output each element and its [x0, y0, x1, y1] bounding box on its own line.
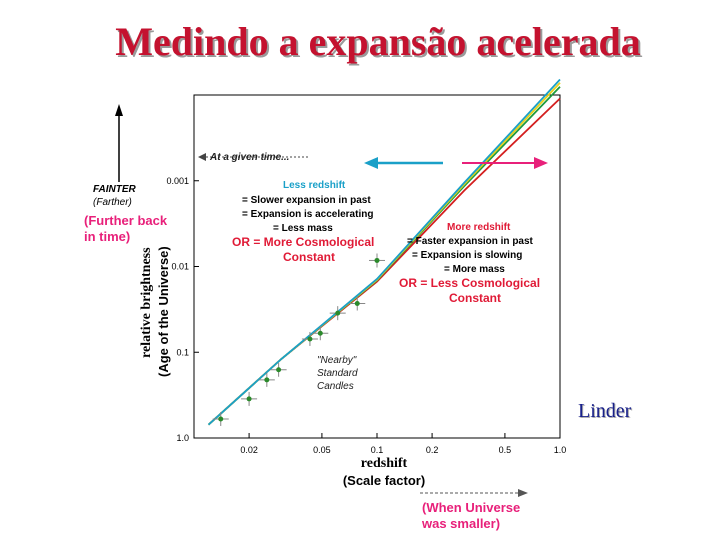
x-tick-label: 0.2 [426, 445, 439, 455]
y-tick-label: 0.001 [166, 176, 189, 186]
less-redshift-line: = Expansion is accelerating [242, 209, 373, 220]
arrow-right-icon [420, 157, 548, 497]
x-tick-label: 0.05 [313, 445, 331, 455]
x-tick-label: 0.1 [371, 445, 384, 455]
less-redshift-line: = Slower expansion in past [242, 195, 371, 206]
y-axis-sublabel: (Age of the Universe) [156, 246, 171, 377]
in-time-label: in time) [84, 229, 130, 244]
more-redshift-heading: More redshift [447, 222, 511, 233]
more-redshift-line: = Faster expansion in past [407, 236, 534, 247]
data-point [374, 257, 380, 263]
y-axis-label: relative brightness [139, 247, 154, 358]
data-point [276, 367, 282, 373]
supernova-data-points [212, 253, 385, 426]
x-axis-note-line: (When Universe [422, 500, 520, 515]
data-point [264, 377, 270, 383]
more-redshift-cosmo: OR = Less Cosmological [399, 276, 540, 290]
more-redshift-line: = Expansion is slowing [412, 250, 522, 261]
data-point [335, 310, 341, 316]
arrow-left-icon [198, 153, 443, 169]
less-redshift-line: = Less mass [273, 223, 333, 234]
x-axis-label: redshift [361, 456, 408, 471]
top-annotation: At a given time... [209, 152, 289, 163]
x-tick-label: 1.0 [554, 445, 567, 455]
farther-label: (Farther) [93, 197, 132, 208]
data-point [317, 330, 323, 336]
arrow-up-icon [115, 104, 123, 182]
x-axis-sublabel: (Scale factor) [343, 473, 425, 488]
more-redshift-cosmo: Constant [449, 291, 501, 305]
data-point [354, 300, 360, 306]
x-axis-ticks: 0.02 0.05 0.1 0.2 0.5 1.0 [240, 433, 566, 455]
y-tick-label: 0.01 [171, 262, 189, 272]
more-redshift-line: = More mass [444, 264, 505, 275]
y-tick-label: 0.1 [176, 347, 189, 357]
y-tick-label: 1.0 [176, 433, 189, 443]
credit-label: Linder [578, 400, 632, 422]
nearby-label: Standard [317, 368, 358, 379]
fainter-label: FAINTER [93, 184, 137, 195]
data-point [307, 336, 313, 342]
x-tick-label: 0.5 [499, 445, 512, 455]
further-back-label: (Further back [84, 213, 168, 228]
less-redshift-cosmo: Constant [283, 250, 335, 264]
x-tick-label: 0.02 [240, 445, 258, 455]
nearby-label: "Nearby" [317, 355, 357, 366]
curve-cyan [207, 78, 561, 426]
y-axis-ticks: 0.001 0.01 0.1 1.0 [166, 176, 199, 443]
x-axis-note: (When Universe was smaller) [421, 500, 524, 531]
nearby-label: Candles [317, 381, 354, 392]
x-axis-note-line: was smaller) [421, 516, 500, 531]
slide-title: Medindo a expansão acelerada [115, 19, 641, 64]
less-redshift-cosmo: OR = More Cosmological [232, 235, 374, 249]
cosmology-curves [207, 78, 561, 426]
data-point [218, 416, 224, 422]
data-point [246, 396, 252, 402]
less-redshift-heading: Less redshift [283, 180, 346, 191]
